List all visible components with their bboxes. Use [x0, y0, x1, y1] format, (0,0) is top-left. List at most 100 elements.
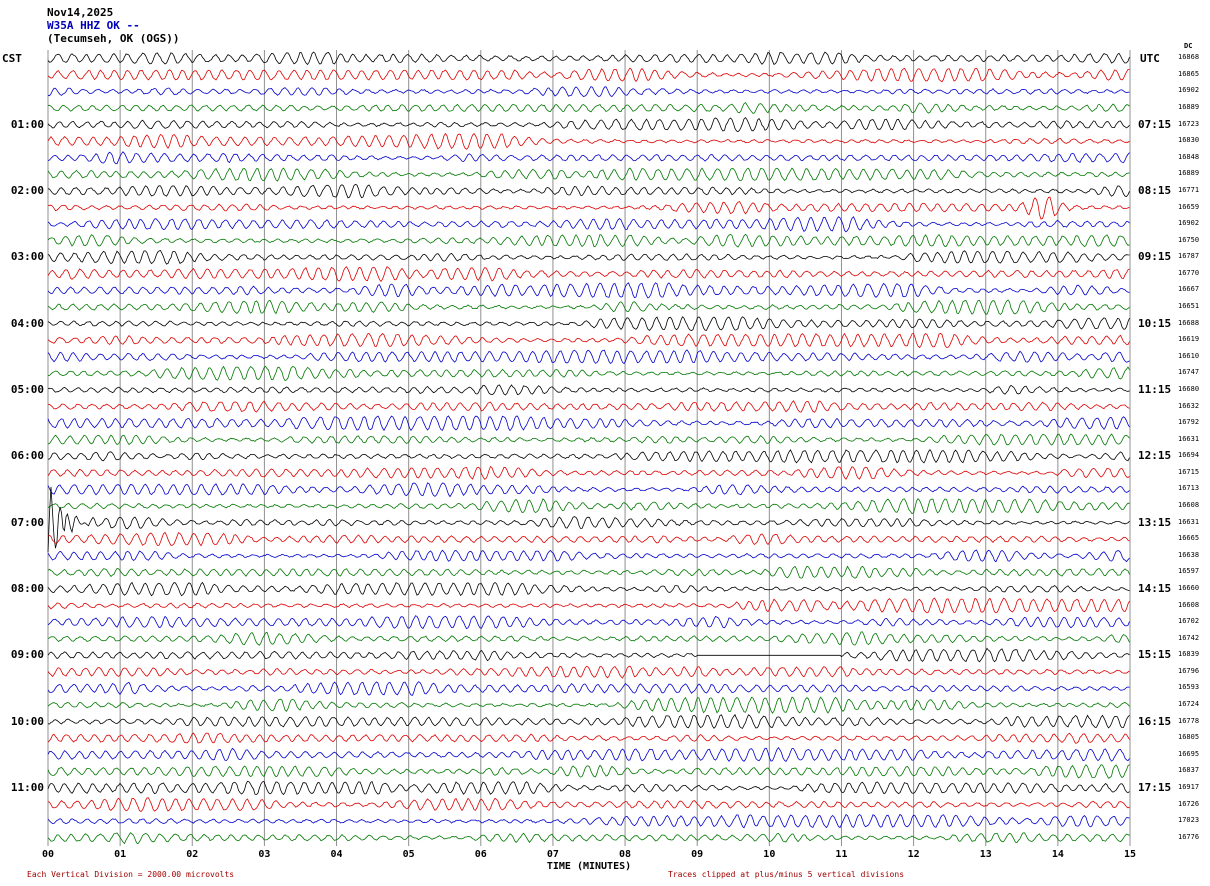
dc-value: 16631: [1178, 434, 1200, 443]
trace-row-15: [47, 299, 1130, 316]
title-date: Nov14,2025: [47, 6, 114, 19]
dc-value: 16776: [1178, 832, 1200, 841]
dc-value: 16868: [1178, 53, 1200, 62]
minute-label: 09: [691, 849, 704, 860]
right-timezone-label: UTC: [1140, 52, 1160, 65]
trace-row-41: [47, 732, 1130, 744]
trace-row-37: [47, 665, 1130, 679]
trace-row-32: [47, 581, 1130, 597]
minute-label: 08: [619, 849, 632, 860]
trace-row-2: [47, 86, 1130, 97]
left-hour-label: 06:00: [10, 449, 44, 463]
minute-label: 04: [330, 849, 343, 860]
right-hour-label: 17:15: [1138, 780, 1172, 794]
dc-value: 16715: [1178, 467, 1200, 476]
right-hour-label: 16:15: [1138, 714, 1172, 728]
dc-value: 16787: [1178, 252, 1200, 261]
trace-row-23: [47, 433, 1130, 446]
minute-label: 14: [1051, 849, 1064, 860]
trace-row-47: [47, 832, 1130, 845]
trace-row-0: [47, 51, 1130, 66]
trace-row-10: [47, 216, 1130, 233]
dc-value: 16902: [1178, 219, 1200, 228]
trace-row-11: [47, 233, 1130, 248]
trace-row-40: [47, 713, 1130, 729]
dc-value: 16610: [1178, 351, 1200, 360]
dc-value: 16638: [1178, 550, 1200, 559]
trace-row-5: [47, 132, 1130, 150]
right-hour-label: 09:15: [1138, 250, 1172, 264]
dc-value: 17023: [1178, 816, 1200, 825]
minute-label: 06: [474, 849, 487, 860]
dc-column-header: DC: [1184, 42, 1193, 50]
dc-value: 16608: [1178, 501, 1200, 510]
left-hour-label: 11:00: [10, 780, 44, 794]
clip-note: Traces clipped at plus/minus 5 vertical …: [668, 870, 905, 879]
dc-value: 16723: [1178, 119, 1200, 128]
minute-label: 02: [186, 849, 199, 860]
right-hour-label: 07:15: [1138, 117, 1172, 131]
dc-value: 16680: [1178, 384, 1200, 393]
left-hour-label: 09:00: [10, 648, 44, 662]
trace-row-45: [47, 797, 1130, 813]
dc-value: 16742: [1178, 633, 1200, 642]
trace-row-19: [47, 365, 1130, 382]
trace-row-21: [47, 400, 1130, 413]
minute-label: 03: [258, 849, 271, 860]
trace-row-44: [47, 780, 1130, 796]
trace-row-36: [47, 647, 1130, 663]
dc-value: 16792: [1178, 418, 1200, 427]
dc-value: 16619: [1178, 335, 1200, 344]
minute-label: 00: [41, 849, 55, 860]
left-hour-label: 07:00: [10, 515, 44, 529]
dc-value: 16695: [1178, 749, 1200, 758]
right-hour-label: 15:15: [1138, 648, 1172, 662]
left-hour-label: 03:00: [10, 250, 44, 264]
dc-value: 16651: [1178, 302, 1200, 311]
left-hour-label: 02:00: [10, 183, 44, 197]
right-hour-label: 13:15: [1138, 515, 1172, 529]
title-location: (Tecumseh, OK (OGS)): [47, 32, 180, 45]
dc-value: 16632: [1178, 401, 1200, 410]
dc-value: 16593: [1178, 683, 1200, 692]
trace-row-42: [47, 747, 1130, 762]
dc-value: 16688: [1178, 318, 1200, 327]
trace-row-27: [47, 498, 1130, 515]
dc-value: 16750: [1178, 235, 1200, 244]
left-hour-label: 05:00: [10, 382, 44, 396]
trace-row-30: [47, 549, 1130, 563]
trace-row-7: [47, 167, 1130, 182]
left-hour-label: 01:00: [10, 117, 44, 131]
trace-row-38: [47, 681, 1130, 696]
trace-row-6: [47, 151, 1130, 165]
dc-value: 16770: [1178, 268, 1200, 277]
trace-row-12: [47, 250, 1130, 265]
right-hour-label: 08:15: [1138, 183, 1172, 197]
dc-value: 16889: [1178, 169, 1200, 178]
trace-row-28: [47, 486, 1130, 553]
trace-row-43: [47, 764, 1130, 779]
dc-value: 16702: [1178, 617, 1200, 626]
dc-value: 16865: [1178, 69, 1200, 78]
x-axis-title: TIME (MINUTES): [546, 861, 632, 872]
dc-value: 16902: [1178, 86, 1200, 95]
trace-row-16: [47, 316, 1130, 331]
trace-row-3: [47, 102, 1130, 114]
dc-value: 16713: [1178, 484, 1200, 493]
trace-row-18: [47, 349, 1130, 365]
trace-row-4: [47, 116, 1130, 133]
trace-row-17: [47, 332, 1130, 349]
left-timezone-label: CST: [2, 52, 22, 65]
dc-value: 16665: [1178, 534, 1200, 543]
trace-row-29: [47, 531, 1130, 547]
dc-value: 16660: [1178, 583, 1200, 592]
trace-row-46: [47, 813, 1130, 829]
dc-value: 16830: [1178, 136, 1200, 145]
trace-row-22: [47, 415, 1130, 432]
dc-value: 16694: [1178, 451, 1200, 460]
trace-row-33: [47, 597, 1130, 614]
trace-row-1: [47, 67, 1130, 83]
dc-value: 16778: [1178, 716, 1200, 725]
minute-label: 13: [979, 849, 992, 860]
